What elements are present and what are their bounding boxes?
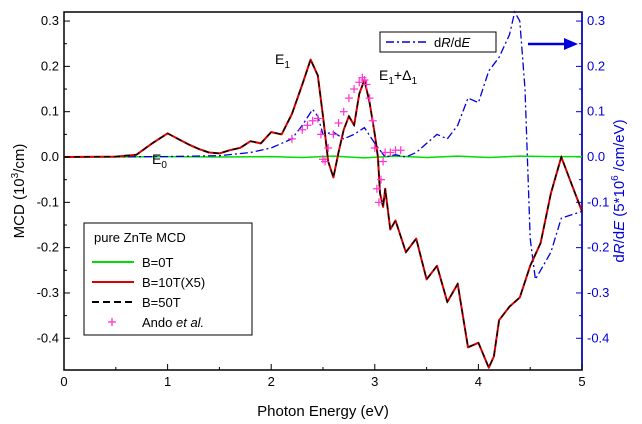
series-b0: [64, 155, 582, 159]
y-tick-label-left: -0.1: [37, 194, 59, 209]
y-tick-label-left: 0.0: [41, 149, 59, 164]
ando-point: [370, 143, 379, 152]
y-tick-label-right: 0.1: [587, 104, 605, 119]
ando-point: [377, 175, 386, 184]
legend-label-b10: B=10T(X5): [142, 275, 205, 290]
x-tick-label: 2: [268, 374, 275, 389]
y-tick-label-left: 0.2: [41, 58, 59, 73]
y-tick-label-right: 0.0: [587, 149, 605, 164]
x-axis-title: Photon Energy (eV): [257, 403, 389, 420]
legend-right: dR/dE: [379, 31, 497, 53]
legend-title: pure ZnTe MCD: [94, 230, 186, 245]
ando-point: [355, 78, 364, 87]
ando-point: [396, 146, 405, 155]
ando-point: [339, 107, 348, 116]
right-axis-arrow: [528, 38, 578, 50]
series-b50: [63, 57, 583, 370]
annotation-e0: E0: [152, 151, 167, 171]
ando-point: [350, 85, 359, 94]
legend-label-drde: dR/dE: [434, 35, 470, 50]
ando-point: [386, 148, 395, 157]
series-drde: [63, 10, 583, 282]
ando-point: [329, 130, 338, 139]
y-tick-label-right: -0.3: [587, 285, 609, 300]
ando-point: [321, 157, 330, 166]
x-tick-label: 0: [60, 374, 67, 389]
x-tick-label: 4: [475, 374, 482, 389]
y-tick-label-left: 0.3: [41, 13, 59, 28]
x-tick-label: 3: [371, 374, 378, 389]
legend-label-b0: B=0T: [142, 255, 173, 270]
curves: [63, 10, 583, 370]
ando-point: [316, 130, 325, 139]
y-tick-label-right: -0.4: [587, 330, 609, 345]
legend-label-b50: B=50T: [142, 295, 181, 310]
y-axis-title-right: dR/dE (5*106 /cm/eV): [610, 119, 628, 262]
ando-point: [287, 134, 296, 143]
ando-point: [360, 75, 369, 84]
x-tick-label: 5: [578, 374, 585, 389]
ando-point: [334, 119, 343, 128]
ticks: 0 1 2 3 4 5 0.3 0.2 0.1 0.0 -0.1 -0.2 -0.3 -0.4 0.3 0.2…: [37, 13, 610, 389]
y-tick-label-right: 0.3: [587, 13, 605, 28]
ando-point: [313, 114, 322, 123]
ando-point: [368, 116, 377, 125]
legend-left-box: [83, 222, 253, 336]
ando-point: [298, 125, 307, 134]
annotation-e1: E1: [275, 51, 290, 71]
ando-point: [344, 94, 353, 103]
ando-point: [374, 198, 383, 207]
ando-point: [372, 184, 381, 193]
legend-label-ando: Ando et al.: [142, 315, 204, 330]
y-tick-label-right: -0.1: [587, 194, 609, 209]
ando-point: [362, 80, 371, 89]
y-axis-title-left: MCD (103/cm): [10, 144, 28, 239]
y-tick-label-right: 0.2: [587, 58, 605, 73]
y-tick-label-right: -0.2: [587, 240, 609, 255]
ando-point: [324, 143, 333, 152]
ando-point: [308, 116, 317, 125]
y-tick-label-left: -0.4: [37, 330, 59, 345]
legend-left: pure ZnTe MCD B=0T B=10T(X5) B=50T Ando …: [83, 222, 253, 336]
x-tick-label: 1: [164, 374, 171, 389]
legend-swatch-ando: [108, 318, 116, 326]
y-tick-label-left: -0.3: [37, 285, 59, 300]
legend-right-box: [379, 31, 497, 53]
ando-point: [365, 94, 374, 103]
annotation-e1-delta1: E1+Δ1: [379, 67, 417, 87]
y-tick-label-left: -0.2: [37, 240, 59, 255]
ando-point: [303, 121, 312, 130]
y-tick-label-left: 0.1: [41, 104, 59, 119]
ando-point: [379, 157, 388, 166]
